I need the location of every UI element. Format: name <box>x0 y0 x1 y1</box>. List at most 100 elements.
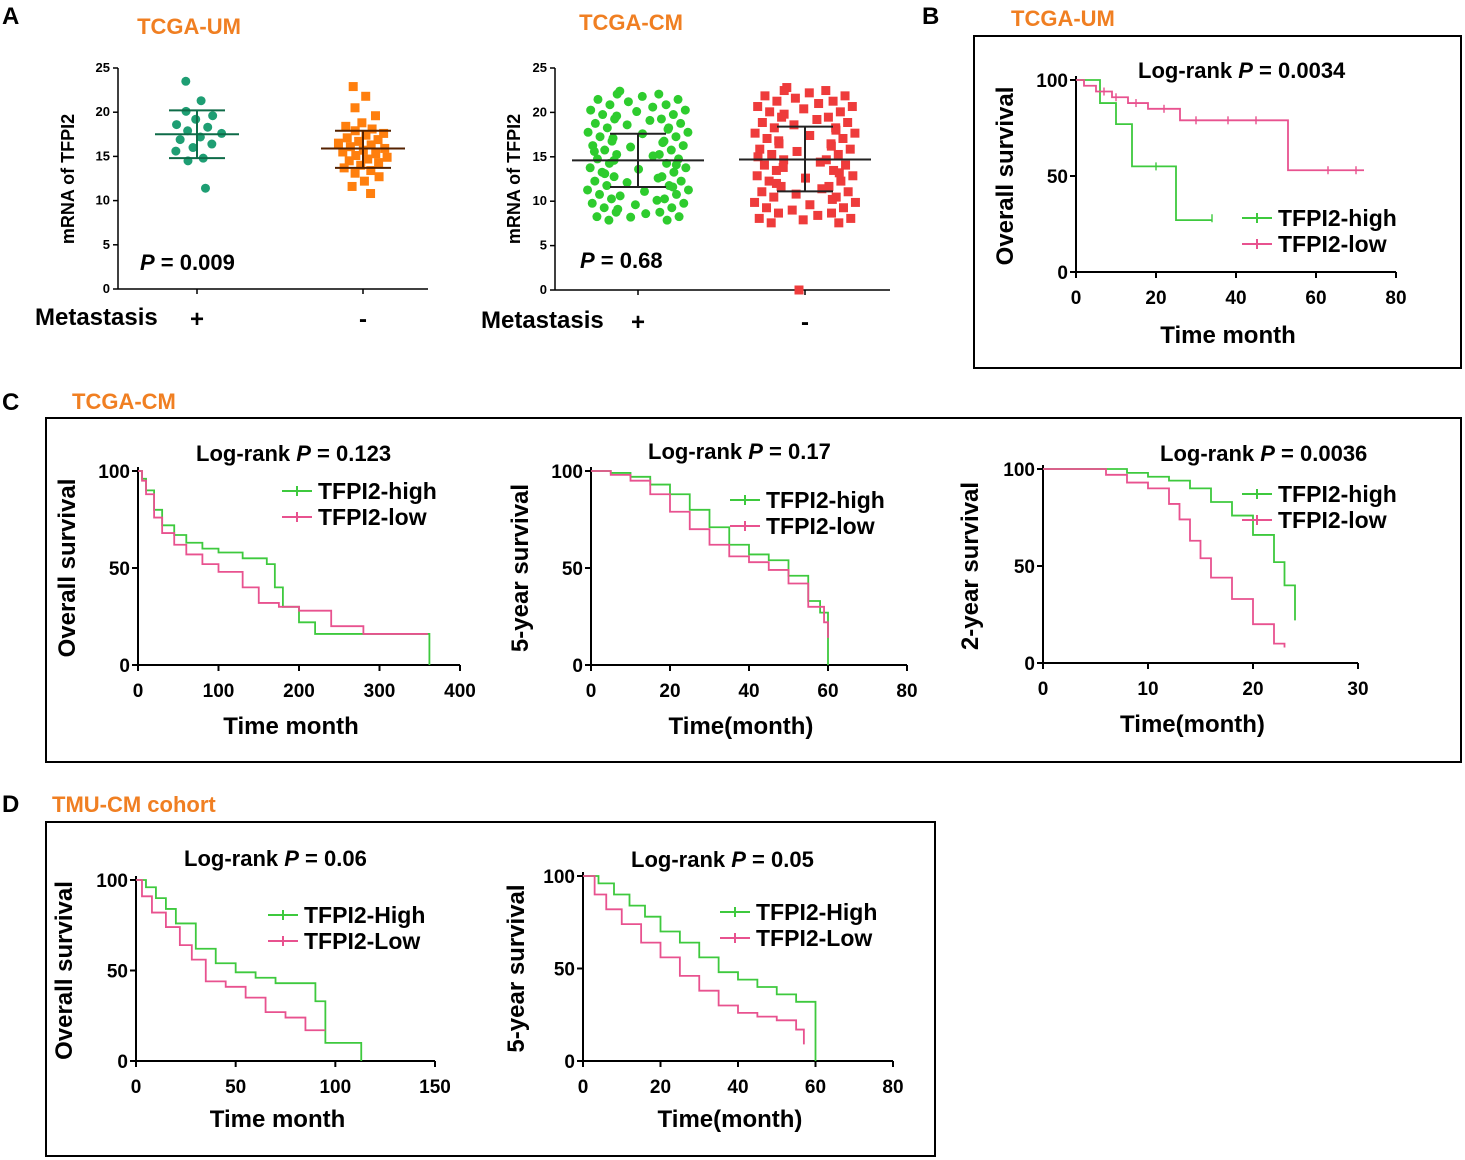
y-tick-label: 100 <box>1003 460 1035 481</box>
category-label: + <box>631 309 645 336</box>
y-tick-label: 15 <box>96 148 110 163</box>
data-point <box>778 162 788 172</box>
data-point <box>374 172 384 182</box>
data-point <box>593 94 603 104</box>
data-point <box>812 115 822 125</box>
x-tick-label: 0 <box>133 681 144 702</box>
x-axis-label: Time month <box>1160 322 1296 349</box>
data-point <box>361 91 371 101</box>
survival-curve-tfpi2-high <box>1076 79 1212 222</box>
data-point <box>773 208 783 218</box>
data-point <box>680 105 690 115</box>
y-tick-label: 5 <box>540 238 547 253</box>
y-tick-label: 100 <box>96 871 128 892</box>
x-tick-label: 40 <box>738 681 759 702</box>
data-point <box>203 122 213 132</box>
data-point <box>759 160 769 170</box>
data-point <box>658 138 668 148</box>
x-tick-label: 80 <box>882 1077 903 1098</box>
x-tick-label: 0 <box>131 1077 142 1098</box>
y-axis-label: mRNA of TFPI2 <box>58 114 78 244</box>
data-point <box>379 128 389 138</box>
data-point <box>673 94 683 104</box>
data-point <box>350 103 360 113</box>
survival-curve-tfpi2-high <box>583 875 817 1061</box>
data-point <box>359 176 369 186</box>
y-axis-label: 2-year survival <box>957 482 984 650</box>
data-point <box>681 163 691 173</box>
data-point <box>762 203 772 213</box>
data-point <box>654 89 664 99</box>
data-point <box>609 172 619 182</box>
data-point <box>600 145 610 155</box>
data-point <box>671 132 681 142</box>
data-point <box>762 133 772 143</box>
data-point <box>829 165 839 175</box>
c-dataset-title: TCGA-CM <box>72 389 176 414</box>
data-point <box>847 102 857 112</box>
y-tick-label: 50 <box>1014 557 1035 578</box>
data-point <box>622 120 632 130</box>
data-point <box>200 183 210 193</box>
legend-label: TFPI2-low <box>1278 231 1387 257</box>
y-tick-label: 50 <box>109 559 130 580</box>
y-axis-label: mRNA of TFPI2 <box>504 114 524 244</box>
panel-d-frame <box>45 821 936 1157</box>
data-point <box>663 124 673 134</box>
y-axis-label: Overall survival <box>54 479 81 658</box>
data-point <box>750 197 760 207</box>
data-point <box>769 192 779 202</box>
data-point <box>792 146 802 156</box>
data-point <box>805 200 815 210</box>
data-point <box>602 123 612 133</box>
data-point <box>371 149 381 159</box>
data-point <box>823 112 833 122</box>
legend-label: TFPI2-high <box>766 487 885 513</box>
x-axis-label: Time month <box>210 1106 346 1133</box>
data-point <box>804 88 814 98</box>
chart-a-um: 0 5 10 15 20 25 mRNA of TFPI2 P = 0.009 Metastas… <box>35 60 428 333</box>
y-tick-label: 50 <box>562 559 583 580</box>
x-tick-label: 100 <box>319 1077 351 1098</box>
data-point <box>639 186 649 196</box>
data-point <box>181 76 191 86</box>
group-axis-title: Metastasis <box>35 304 158 331</box>
data-point <box>767 149 777 159</box>
data-point <box>679 198 689 208</box>
data-point <box>605 100 615 110</box>
y-tick-label: 10 <box>533 193 547 208</box>
data-point <box>772 96 782 106</box>
y-tick-label: 5 <box>103 237 110 252</box>
data-point <box>813 210 823 220</box>
survival-curve-tfpi2-high <box>1043 468 1296 621</box>
y-tick-label: 100 <box>98 462 130 483</box>
x-tick-label: 300 <box>364 681 396 702</box>
logrank-label: Log-rank P = 0.17 <box>648 439 831 464</box>
data-point <box>599 203 609 213</box>
x-tick-label: 0 <box>578 1077 589 1098</box>
survival-curve-tfpi2-low <box>138 470 428 635</box>
data-point <box>805 130 815 140</box>
x-tick-label: 100 <box>203 681 235 702</box>
data-point <box>669 167 679 177</box>
x-tick-label: 30 <box>1347 679 1368 700</box>
data-point <box>831 125 841 135</box>
data-point <box>632 107 642 117</box>
data-point <box>183 126 193 136</box>
data-point <box>207 139 217 149</box>
y-tick-label: 100 <box>1036 71 1068 92</box>
data-point <box>374 158 384 168</box>
data-point <box>590 176 600 186</box>
data-point <box>612 89 622 99</box>
data-point <box>357 118 367 128</box>
survival-curve-tfpi2-low <box>1076 79 1364 172</box>
data-point <box>367 124 377 134</box>
data-point <box>787 205 797 215</box>
y-tick-label: 50 <box>554 960 575 981</box>
data-point <box>590 118 600 128</box>
data-point <box>683 185 693 195</box>
data-point <box>611 207 621 217</box>
x-tick-label: 20 <box>659 681 680 702</box>
legend-label: TFPI2-low <box>766 513 875 539</box>
data-point <box>175 135 185 145</box>
